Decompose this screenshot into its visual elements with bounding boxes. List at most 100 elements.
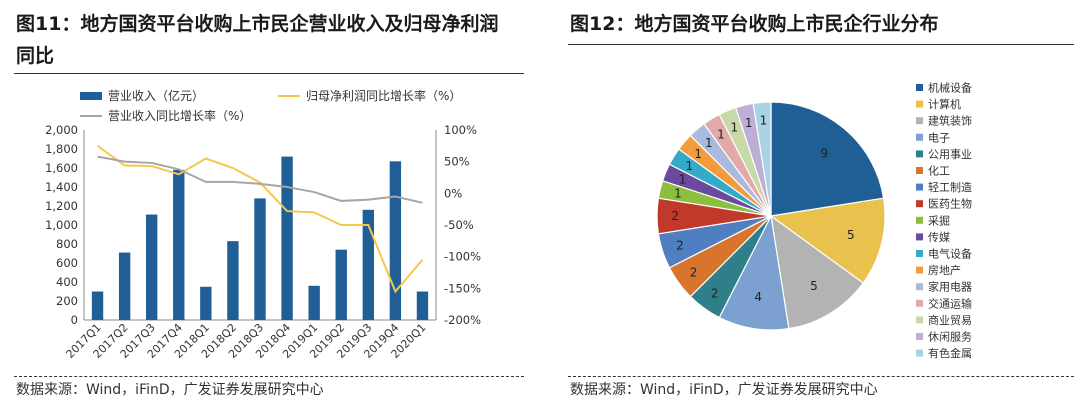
legend-swatch	[916, 200, 923, 208]
pie-slice	[769, 197, 886, 284]
legend-label: 采掘	[928, 213, 950, 227]
pie-value-label: 1	[760, 114, 768, 128]
chart1-source: 数据来源：Wind，iFinD，广发证券发展研究中心	[16, 382, 324, 398]
revenue-bar	[146, 214, 158, 320]
left-tick-label: 1,200	[45, 199, 78, 213]
legend-label: 机械设备	[928, 81, 972, 95]
pie-slice	[718, 214, 790, 331]
right-tick-label: -150%	[444, 281, 481, 295]
left-tick-label: 1,400	[45, 180, 78, 194]
pie-value-label: 1	[731, 121, 739, 135]
legend-label: 公用事业	[928, 148, 972, 161]
legend-swatch	[80, 92, 102, 100]
revenue-bar	[173, 169, 185, 320]
panel-revenue-chart: 图11：地方国资平台收购上市民企营业收入及归母净利润同比 0 200 400 600 8…	[0, 0, 528, 406]
legend-label: 商业贸易	[928, 313, 972, 327]
legend-swatch	[916, 183, 923, 191]
left-tick-label: 0	[71, 313, 78, 327]
chart2-title: 图12：地方国资平台收购上市民企行业分布	[570, 13, 939, 35]
growth-line	[97, 155, 423, 204]
right-tick-label: -50%	[444, 218, 474, 232]
pie-value-label: 2	[690, 265, 698, 279]
source-rule-2	[568, 376, 1074, 377]
left-tick-label: 600	[56, 256, 78, 270]
pie-value-label: 1	[674, 187, 682, 201]
right-tick-label: -100%	[444, 250, 481, 264]
title-rule-2	[568, 44, 1074, 45]
left-tick-label: 1,600	[45, 161, 78, 175]
panel-industry-chart: 图12：地方国资平台收购上市民企行业分布 9 5 5 4 2 2 2 2 1 1 1 1 1 1 1 1 1 机械…	[556, 0, 1080, 406]
revenue-bar	[416, 291, 429, 320]
legend-swatch	[916, 299, 923, 307]
pie-value-label: 9	[820, 147, 828, 161]
legend-label: 交通运输	[928, 296, 972, 310]
right-tick-label: -200%	[444, 313, 481, 327]
legend-label: 电子	[928, 131, 950, 144]
legend-swatch	[916, 250, 923, 257]
legend-label: 医药生物	[928, 197, 972, 211]
revenue-bar	[227, 241, 239, 320]
legend-label: 计算机	[928, 97, 961, 111]
revenue-bar	[254, 198, 266, 320]
pie-slice	[770, 101, 885, 217]
pie-value-label: 2	[676, 239, 684, 253]
left-tick-label: 1,000	[45, 218, 78, 232]
legend-swatch	[916, 333, 923, 340]
pie-value-label: 2	[711, 286, 719, 300]
legend-label: 营业收入（亿元）	[108, 88, 204, 103]
legend-label: 传媒	[928, 231, 950, 244]
pie-slice	[770, 214, 865, 330]
legend-swatch	[916, 283, 923, 291]
revenue-bar	[335, 249, 347, 320]
left-tick-label: 200	[56, 294, 78, 308]
legend-swatch	[916, 117, 923, 125]
pie-value-label: 1	[745, 116, 753, 130]
legend-label: 轻工制造	[928, 180, 972, 194]
revenue-bar	[362, 209, 374, 320]
legend-swatch	[916, 84, 923, 91]
revenue-bar	[200, 286, 212, 320]
pie-value-label: 2	[671, 209, 679, 223]
pie-value-label: 1	[705, 136, 713, 150]
right-tick-label: 50%	[444, 155, 470, 169]
legend-swatch	[916, 150, 923, 158]
growth-line	[96, 145, 424, 294]
legend-label: 电气设备	[928, 247, 972, 261]
legend-label: 有色金属	[928, 346, 972, 360]
legend-label: 营业收入同比增长率（%）	[108, 108, 251, 123]
legend-label: 化工	[928, 164, 950, 178]
legend-label: 归母净利润同比增长率（%）	[306, 88, 461, 103]
pie-value-label: 1	[686, 159, 694, 173]
title-rule	[14, 73, 524, 74]
legend-label: 房地产	[928, 263, 961, 277]
right-tick-label: 100%	[444, 123, 477, 137]
revenue-bar	[118, 252, 131, 320]
left-tick-label: 1,800	[45, 142, 78, 156]
legend-swatch	[916, 100, 923, 108]
pie-value-label: 4	[754, 290, 762, 304]
chart1-title: 图11：地方国资平台收购上市民企营业收入及归母净利润同比	[16, 13, 499, 67]
legend-label: 家用电器	[928, 280, 972, 294]
right-tick-label: 0%	[444, 186, 462, 200]
pie-value-label: 1	[717, 127, 725, 141]
pie-value-label: 1	[679, 172, 687, 186]
legend-swatch	[916, 266, 923, 274]
legend-swatch	[916, 133, 923, 141]
revenue-bar	[281, 156, 293, 320]
revenue-bar	[91, 291, 104, 320]
legend-label: 休闲服务	[928, 330, 972, 344]
pie-slice	[752, 101, 772, 217]
legend-swatch	[916, 316, 923, 324]
revenue-bar	[308, 285, 320, 320]
legend-swatch	[916, 167, 923, 174]
legend-label: 建筑装饰	[928, 114, 972, 128]
pie-value-label: 1	[694, 147, 702, 161]
chart2-source: 数据来源：Wind，iFinD，广发证券发展研究中心	[570, 382, 878, 398]
source-rule	[14, 376, 524, 377]
left-tick-label: 2,000	[45, 123, 78, 137]
revenue-bar	[389, 161, 402, 320]
left-tick-label: 400	[56, 275, 78, 289]
legend-swatch	[916, 349, 923, 357]
pie-value-label: 5	[847, 228, 855, 242]
